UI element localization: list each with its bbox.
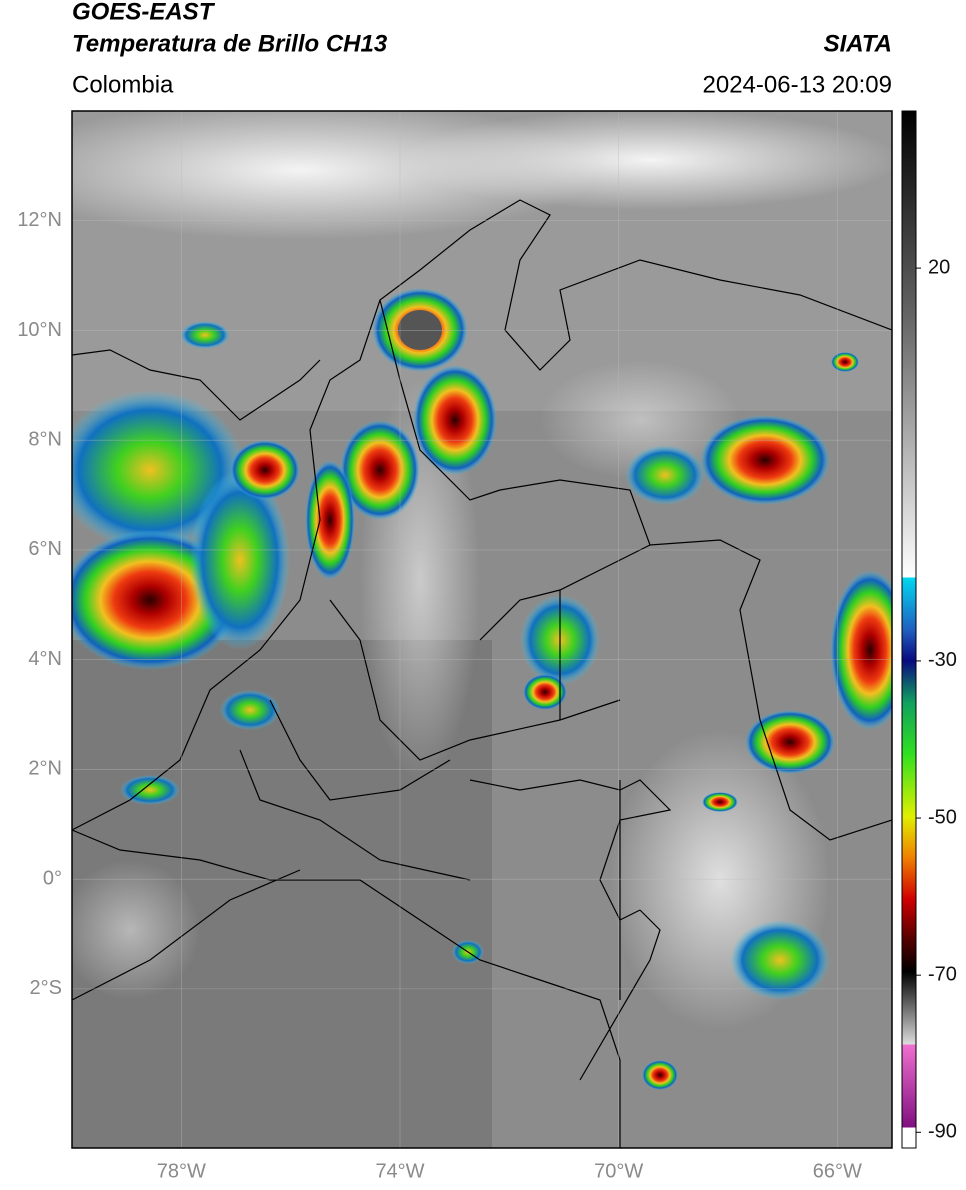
colorbar-tick-label: 20 [928,256,950,278]
title: GOES-EAST [72,0,216,25]
lon-tick-label: 66°W [813,1160,862,1182]
lat-tick-label: 12°N [17,209,62,231]
subtitle: Temperatura de Brillo CH13 [72,30,388,57]
lon-tick-label: 78°W [157,1160,206,1182]
colorbar-tick-label: -30 [928,649,957,671]
lon-tick-label: 74°W [375,1160,424,1182]
colorbar [901,110,917,1149]
region: Colombia [72,71,174,98]
lat-tick-label: 8°N [28,428,62,450]
lat-tick-label: 6°N [28,538,62,560]
lat-tick-label: 2°N [28,758,62,780]
source: SIATA [824,30,892,57]
lat-tick-label: 10°N [17,319,62,341]
colorbar-tick-label: -90 [928,1121,957,1143]
lon-tick-label: 70°W [594,1160,643,1182]
satellite-image [72,111,892,1148]
datetime: 2024-06-13 20:09 [703,71,893,98]
colorbar-tick-label: -70 [928,963,957,985]
map-frame [71,110,893,1149]
lat-tick-label: 2°S [30,977,62,999]
lat-tick-label: 4°N [28,648,62,670]
lat-tick-label: 0° [43,867,62,889]
colorbar-tick-label: -50 [928,806,957,828]
